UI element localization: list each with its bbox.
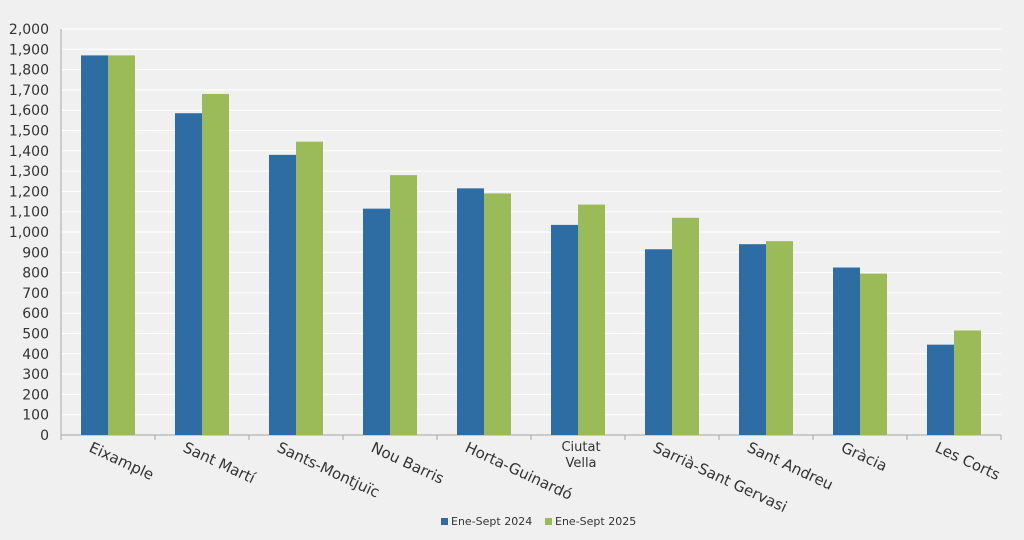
legend-label: Ene-Sept 2025 [555,515,636,528]
bars [81,55,981,436]
bar-2024-5 [551,224,578,435]
y-tick-label: 2,000 [9,22,49,38]
y-tick-label: 300 [22,367,49,383]
y-tick-label: 0 [40,428,49,444]
axes: 0 100 200 300 400 500 600 700 800 900 1,000 1,100 1,… [9,22,1002,444]
y-tick-label: 100 [22,408,49,424]
y-tick-label: 1,800 [9,63,49,79]
x-category-label: Eixample [86,438,156,484]
x-category-label: Sant Martí [180,438,258,487]
y-tick-label: 1,900 [9,42,49,58]
legend-swatch [545,518,552,525]
y-tick-label: 1,000 [9,225,49,241]
bar-2024-3 [363,208,390,435]
bar-2024-4 [457,188,484,435]
y-tick-label: 1,200 [9,184,49,200]
y-tick-label: 700 [22,286,49,302]
bar-2025-4 [484,193,511,435]
bar-2024-1 [175,113,202,436]
bar-2025-8 [860,273,887,435]
bar-2025-9 [954,330,981,435]
bar-2024-9 [927,344,954,435]
bar-2024-7 [739,244,766,435]
bar-2024-6 [645,249,672,435]
legend-swatch [441,518,448,525]
y-tick-label: 1,500 [9,124,49,140]
bar-2025-1 [202,93,229,436]
y-tick-label: 200 [22,387,49,403]
x-category-label: Gràcia [838,438,890,475]
bar-2025-2 [296,141,323,436]
bar-2024-0 [81,55,108,435]
y-tick-label: 500 [22,327,49,343]
bar-2025-5 [578,204,605,435]
x-category-label: Horta-Guinardó [462,438,575,503]
bar-2025-0 [108,55,135,435]
bar-2025-3 [390,175,417,435]
bar-2024-2 [269,154,296,436]
bar-2024-8 [833,267,860,435]
legend: Ene-Sept 2024 Ene-Sept 2025 [441,515,636,528]
y-tick-label: 1,100 [9,205,49,221]
x-category-label: Ciutat Vella [561,440,600,471]
y-tick-label: 1,400 [9,144,49,160]
bar-2025-7 [766,241,793,435]
y-tick-label: 600 [22,306,49,322]
x-category-label: Les Corts [932,438,1003,484]
y-tick-label: 900 [22,245,49,261]
y-tick-label: 1,300 [9,164,49,180]
legend-label: Ene-Sept 2024 [451,515,532,528]
y-tick-label: 800 [22,266,49,282]
y-tick-label: 1,700 [9,83,49,99]
y-tick-label: 400 [22,347,49,363]
x-category-label: Nou Barris [368,438,447,487]
y-tick-label: 1,600 [9,103,49,119]
bar-2025-6 [672,217,699,435]
x-category-label: Sants-Montjuïc [274,438,382,501]
